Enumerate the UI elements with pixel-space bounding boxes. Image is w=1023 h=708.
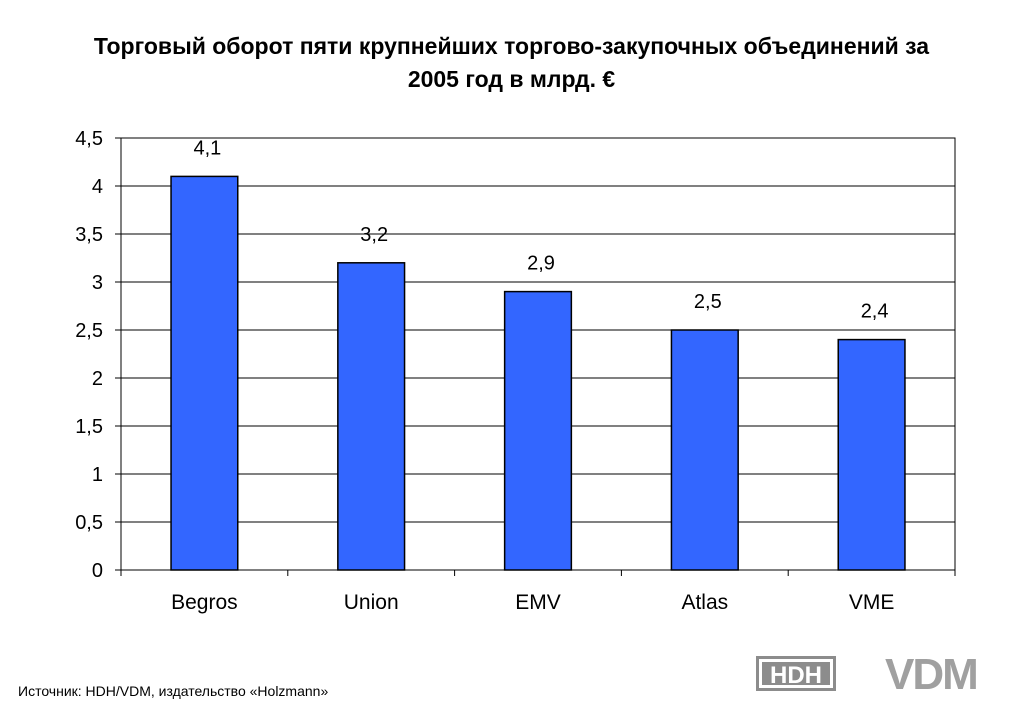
y-tick-label: 2,5 <box>75 320 103 342</box>
bar-vme <box>837 338 906 571</box>
data-label: 3,2 <box>360 224 388 246</box>
y-tick-label: 3,5 <box>75 224 103 246</box>
data-label: 4,1 <box>193 137 221 159</box>
chart-title: Торговый оборот пяти крупнейших торгово-… <box>20 30 1003 96</box>
bar-emv <box>503 290 573 571</box>
bar-begros <box>170 175 239 571</box>
y-tick-label: 3 <box>92 272 103 294</box>
bar-union <box>337 262 406 571</box>
x-axis: Begros Union EMV Atlas VME <box>120 570 956 614</box>
x-tick-label: EMV <box>515 591 561 614</box>
chart-title-line2: 2005 год в млрд. € <box>407 66 616 92</box>
y-tick-label: 4 <box>92 176 103 198</box>
y-axis: 0 0,5 1 1,5 2 2,5 3 3,5 4 4,5 <box>75 128 121 582</box>
bars <box>170 175 906 571</box>
source-note: Источник: HDH/VDM, издательство «Holzman… <box>18 683 329 699</box>
x-tick-label: Begros <box>171 591 238 614</box>
y-tick-label: 0,5 <box>75 512 103 534</box>
x-tick-label: Union <box>344 591 399 614</box>
y-tick-label: 1,5 <box>75 416 103 438</box>
data-label: 2,5 <box>694 291 722 313</box>
y-tick-label: 4,5 <box>75 128 103 150</box>
x-tick-label: VME <box>849 591 895 614</box>
x-tick-label: Atlas <box>681 591 728 614</box>
data-label: 2,9 <box>527 253 555 275</box>
y-tick-label: 1 <box>92 464 103 486</box>
y-tick-label: 0 <box>92 560 103 582</box>
vdm-logo: VDM <box>885 650 979 699</box>
chart-title-line1: Торговый оборот пяти крупнейших торгово-… <box>93 33 930 59</box>
value-labels: 4,1 3,2 2,9 2,5 2,4 <box>193 137 888 322</box>
hdh-logo-text: HDH <box>770 662 822 689</box>
y-tick-label: 2 <box>92 368 103 390</box>
data-label: 2,4 <box>861 301 889 323</box>
hdh-logo: HDH <box>756 656 836 691</box>
bar-atlas <box>670 329 739 571</box>
